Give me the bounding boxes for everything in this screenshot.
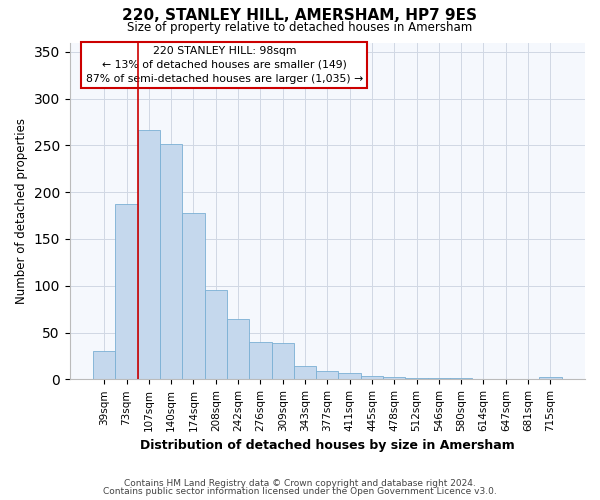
Bar bbox=[115, 204, 137, 380]
Bar bbox=[137, 130, 160, 380]
Bar bbox=[272, 343, 294, 380]
Y-axis label: Number of detached properties: Number of detached properties bbox=[15, 118, 28, 304]
Bar bbox=[450, 378, 472, 380]
Text: Size of property relative to detached houses in Amersham: Size of property relative to detached ho… bbox=[127, 21, 473, 34]
Bar bbox=[361, 376, 383, 380]
Bar bbox=[93, 352, 115, 380]
Text: Contains HM Land Registry data © Crown copyright and database right 2024.: Contains HM Land Registry data © Crown c… bbox=[124, 478, 476, 488]
Text: 220 STANLEY HILL: 98sqm
← 13% of detached houses are smaller (149)
87% of semi-d: 220 STANLEY HILL: 98sqm ← 13% of detache… bbox=[86, 46, 363, 84]
Bar bbox=[428, 378, 450, 380]
Bar bbox=[227, 318, 249, 380]
Bar bbox=[406, 378, 428, 380]
Bar bbox=[383, 378, 406, 380]
Bar bbox=[182, 213, 205, 380]
Text: Contains public sector information licensed under the Open Government Licence v3: Contains public sector information licen… bbox=[103, 487, 497, 496]
Text: 220, STANLEY HILL, AMERSHAM, HP7 9ES: 220, STANLEY HILL, AMERSHAM, HP7 9ES bbox=[122, 8, 478, 22]
Bar bbox=[539, 378, 562, 380]
Bar bbox=[249, 342, 272, 380]
Bar bbox=[338, 373, 361, 380]
Bar bbox=[294, 366, 316, 380]
Bar bbox=[160, 144, 182, 380]
Bar bbox=[205, 290, 227, 380]
X-axis label: Distribution of detached houses by size in Amersham: Distribution of detached houses by size … bbox=[140, 440, 515, 452]
Bar bbox=[316, 371, 338, 380]
